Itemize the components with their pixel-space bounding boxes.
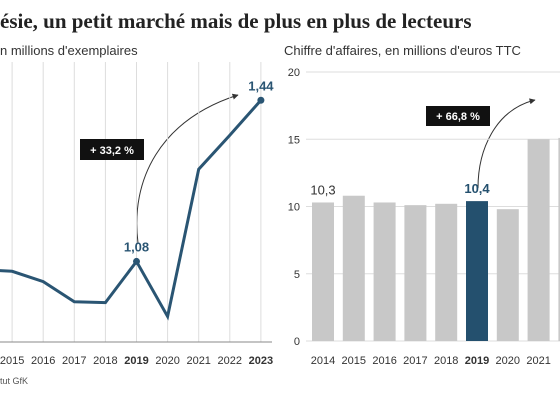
- x-tick-label: 2014: [311, 355, 335, 367]
- x-tick-label: 2022: [218, 355, 242, 367]
- x-tick-label: 2018: [434, 355, 458, 367]
- annotation-box: [426, 106, 490, 126]
- x-tick-label: 2019: [465, 355, 489, 367]
- subtitle: Chiffre d'affaires, en millions d'euros …: [284, 43, 521, 58]
- annotation-box: [80, 139, 144, 160]
- source: tut GfK: [0, 376, 28, 386]
- x-tick-label: 2015: [342, 355, 366, 367]
- bar: [466, 201, 488, 341]
- annotation: + 33,2 %: [90, 145, 134, 157]
- value-label: 1,08: [124, 239, 149, 254]
- value-label: 1,44: [248, 78, 274, 93]
- bar: [558, 137, 560, 341]
- y-tick-label: 5: [294, 269, 300, 281]
- x-tick-label: 2020: [155, 355, 179, 367]
- arrow: [477, 98, 536, 189]
- point: [133, 257, 140, 265]
- plots: 2015 2016 2017 2018 2019 2020 2021 2022 20231,08…: [0, 62, 560, 367]
- x-tick-label: 2016: [31, 355, 55, 367]
- x-tick-label: 2017: [62, 355, 86, 367]
- x-tick-label: 2019: [124, 355, 148, 367]
- value-label: 10,3: [310, 182, 335, 197]
- x-tick-label: 2023: [249, 355, 273, 367]
- bar: [496, 209, 519, 341]
- y-tick-label: 10: [288, 202, 300, 214]
- bar: [373, 202, 396, 341]
- subtitle: n millions d'exemplaires: [0, 43, 138, 58]
- bar: [312, 202, 334, 341]
- x-tick-label: 2015: [0, 355, 24, 367]
- x-tick-label: 2017: [403, 355, 427, 367]
- value-label: 10,4: [464, 181, 490, 196]
- y-tick-label: 0: [294, 336, 300, 348]
- title: ésie, un petit marché mais de plus en pl…: [0, 9, 472, 33]
- bar: [527, 139, 550, 341]
- y-tick-label: 20: [288, 67, 300, 79]
- annotation: + 66,8 %: [436, 111, 480, 123]
- line: [0, 99, 263, 321]
- x-tick-label: 2016: [372, 355, 396, 367]
- bar: [342, 195, 365, 341]
- point: [257, 96, 265, 104]
- bar: [435, 203, 458, 341]
- y-tick-label: 15: [288, 134, 300, 146]
- x-tick-label: 2021: [526, 355, 550, 367]
- x-tick-label: 2020: [496, 355, 520, 367]
- x-tick-label: 2021: [186, 355, 210, 367]
- x-tick-label: 2018: [93, 355, 117, 367]
- bar: [404, 205, 427, 341]
